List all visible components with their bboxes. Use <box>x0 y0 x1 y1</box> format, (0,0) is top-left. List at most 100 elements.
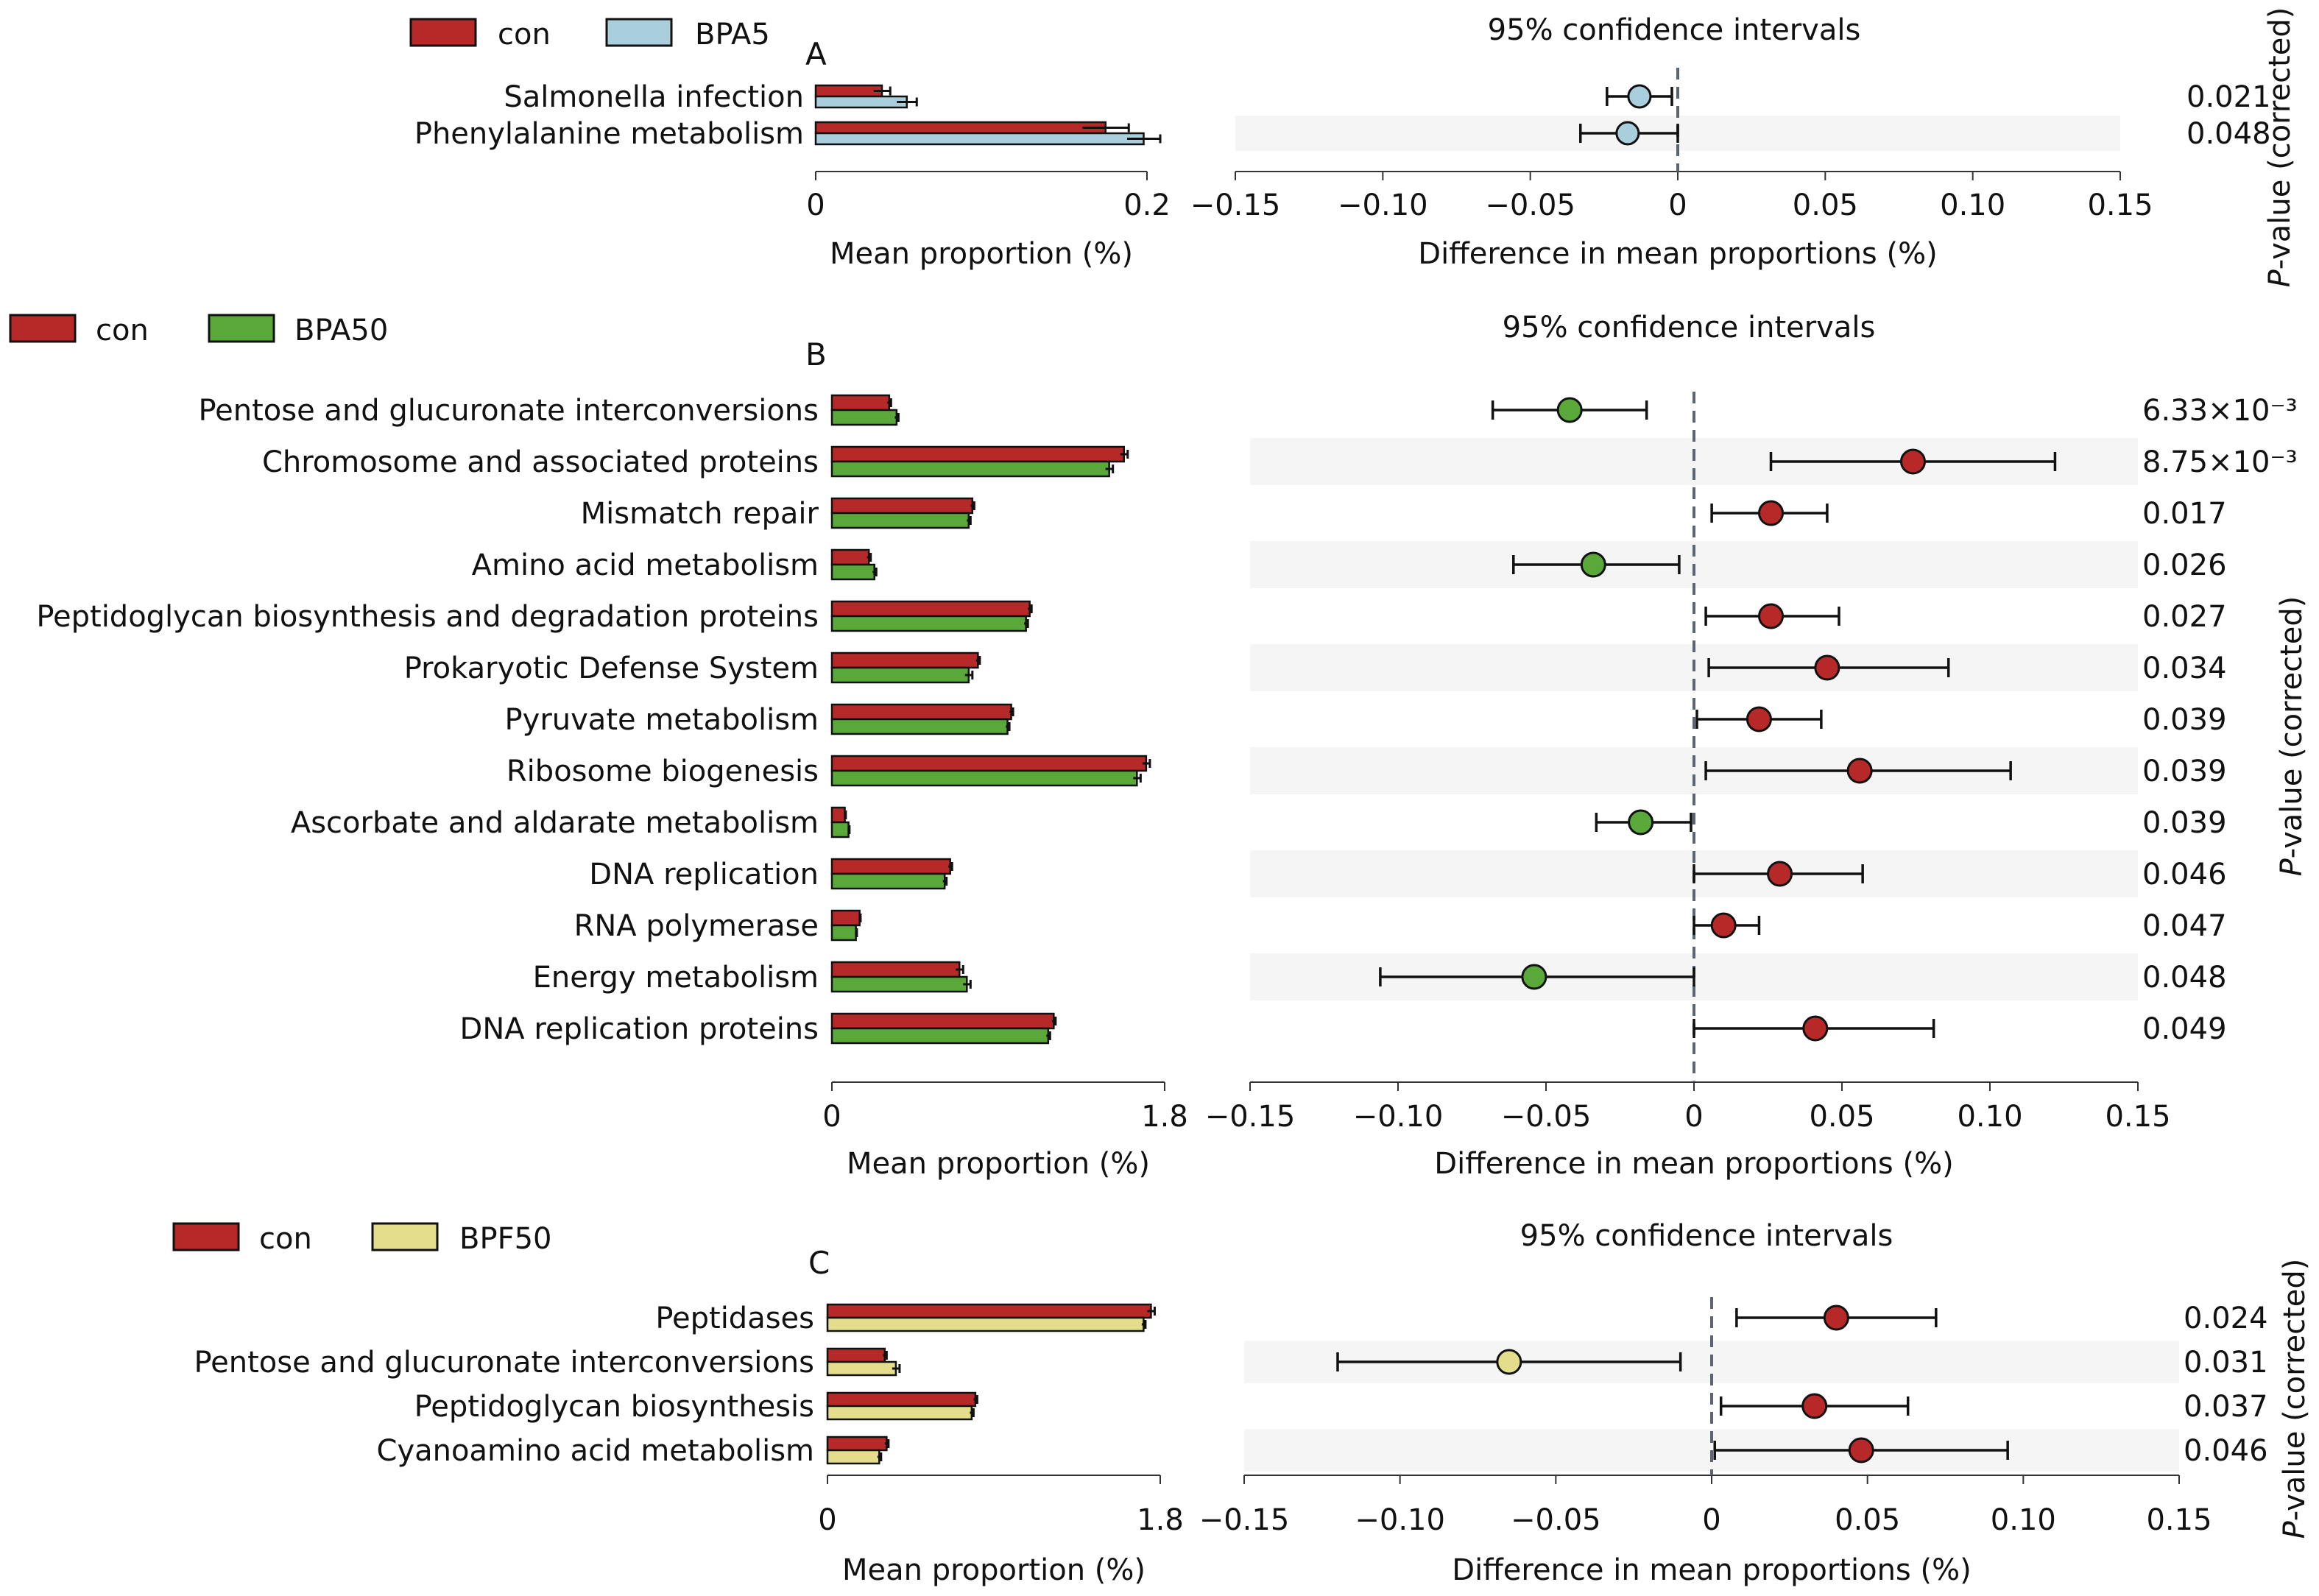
difference-point <box>1823 1304 1849 1331</box>
p-value: 0.027 <box>2142 600 2227 634</box>
bar-bpa50 <box>830 460 1110 478</box>
category-label: Pentose and glucuronate interconversions <box>198 394 819 428</box>
legend-swatch-bpa5 <box>605 18 673 47</box>
ci-title: 95% confidence intervals <box>1503 311 1876 345</box>
panel-letter: B <box>805 336 827 372</box>
bar-bpa50 <box>830 615 1027 632</box>
p-value: 0.034 <box>2142 652 2227 685</box>
p-value: 6.33×10⁻³ <box>2142 394 2298 428</box>
legend-label-bpa50: BPA50 <box>294 314 388 347</box>
ci-x-tick-label: 0.05 <box>1835 1503 1900 1537</box>
category-label: Ascorbate and aldarate metabolism <box>291 806 819 840</box>
difference-point <box>1615 121 1640 146</box>
ci-x-axis-label: Difference in mean proportions (%) <box>1452 1553 1971 1587</box>
bar-x-tick-label: 0 <box>806 188 825 222</box>
difference-point <box>1801 1393 1828 1419</box>
bar-x-axis-label: Mean proportion (%) <box>842 1553 1146 1587</box>
bar-con <box>830 909 861 927</box>
bar-bpa50 <box>830 975 968 993</box>
bar-bpa5 <box>814 95 908 109</box>
category-label: DNA replication proteins <box>460 1012 819 1046</box>
difference-point <box>1556 397 1583 423</box>
bar-con <box>826 1303 1152 1319</box>
difference-point <box>1846 758 1873 784</box>
difference-point <box>1580 551 1606 578</box>
ci-x-axis-label: Difference in mean proportions (%) <box>1418 237 1937 271</box>
panel-letter: A <box>805 36 827 72</box>
legend-label-bpa5: BPA5 <box>695 18 770 52</box>
ci-x-tick-label: 0.15 <box>2105 1100 2170 1134</box>
difference-point <box>1521 964 1547 990</box>
legend-label-con: con <box>259 1222 312 1256</box>
category-label: Peptidases <box>655 1302 814 1335</box>
category-label: RNA polymerase <box>574 909 819 943</box>
legend-swatch-con <box>172 1222 240 1251</box>
difference-point <box>1758 603 1785 629</box>
category-label: Prokaryotic Defense System <box>404 652 819 685</box>
category-label: Energy metabolism <box>533 961 819 995</box>
ci-x-tick-label: 0 <box>1668 188 1687 222</box>
difference-point <box>1627 84 1652 109</box>
category-label: Peptidoglycan biosynthesis and degradati… <box>36 600 819 634</box>
ci-title: 95% confidence intervals <box>1520 1219 1893 1253</box>
p-value-axis-label: P-value (corrected) <box>2275 596 2309 877</box>
ci-x-tick-label: −0.15 <box>1199 1503 1290 1537</box>
legend-swatch-bpa50 <box>208 314 275 343</box>
p-value: 0.046 <box>2184 1434 2268 1468</box>
ci-x-tick-label: 0.05 <box>1809 1100 1874 1134</box>
bar-bpa5 <box>814 132 1145 146</box>
p-value: 0.017 <box>2142 497 2227 531</box>
bar-con <box>830 394 891 412</box>
ci-x-tick-label: −0.05 <box>1501 1100 1592 1134</box>
bar-con <box>830 445 1126 463</box>
bar-bpa50 <box>830 718 1009 735</box>
bar-bpf50 <box>826 1316 1145 1332</box>
bar-con <box>830 806 846 824</box>
p-value: 0.037 <box>2184 1390 2268 1424</box>
bar-con <box>830 703 1012 721</box>
bar-bpf50 <box>826 1449 880 1465</box>
panel-b: con BPA50 B Pentose and glucuronate interco… <box>9 311 2309 1181</box>
bar-bpf50 <box>826 1360 897 1377</box>
legend-label-con: con <box>498 18 551 52</box>
bar-x-tick-label: 0.2 <box>1123 188 1171 222</box>
bar-con <box>830 1012 1055 1030</box>
legend-label-con: con <box>96 314 149 347</box>
ci-x-tick-label: 0.10 <box>1940 188 2005 222</box>
bar-bpa50 <box>830 409 898 426</box>
panel-letter: C <box>808 1245 830 1281</box>
bar-x-tick-label: 1.8 <box>1137 1503 1184 1537</box>
bar-con <box>830 652 979 669</box>
bar-con <box>814 84 883 98</box>
p-value: 0.021 <box>2186 80 2271 114</box>
category-label: Pentose and glucuronate interconversions <box>194 1346 814 1380</box>
difference-point <box>1746 706 1772 732</box>
p-value: 0.039 <box>2142 806 2227 840</box>
p-value: 0.031 <box>2184 1346 2268 1380</box>
ci-x-tick-label: 0.15 <box>2146 1503 2212 1537</box>
bar-x-tick-label: 0 <box>818 1503 836 1537</box>
category-label: DNA replication <box>589 858 819 891</box>
difference-point <box>1496 1349 1522 1375</box>
bar-con <box>830 961 961 978</box>
bar-bpa50 <box>830 563 876 581</box>
p-value: 0.039 <box>2142 755 2227 788</box>
category-label: Peptidoglycan biosynthesis <box>414 1390 814 1424</box>
ci-x-tick-label: 0.10 <box>1991 1503 2056 1537</box>
category-label: Ribosome biogenesis <box>506 755 819 788</box>
p-value: 0.049 <box>2142 1012 2227 1046</box>
bar-bpa50 <box>830 1027 1050 1045</box>
bar-con <box>826 1436 888 1452</box>
difference-point <box>1802 1015 1829 1042</box>
p-value: 0.039 <box>2142 703 2227 737</box>
bar-con <box>826 1391 977 1408</box>
bar-bpa50 <box>830 872 946 890</box>
bar-bpa50 <box>830 924 857 942</box>
ci-x-tick-label: −0.05 <box>1485 188 1575 222</box>
difference-point <box>1767 861 1793 887</box>
p-value: 8.75×10⁻³ <box>2142 445 2298 479</box>
bar-con <box>830 548 870 566</box>
p-value: 0.048 <box>2142 961 2227 995</box>
ci-title: 95% confidence intervals <box>1488 13 1861 47</box>
